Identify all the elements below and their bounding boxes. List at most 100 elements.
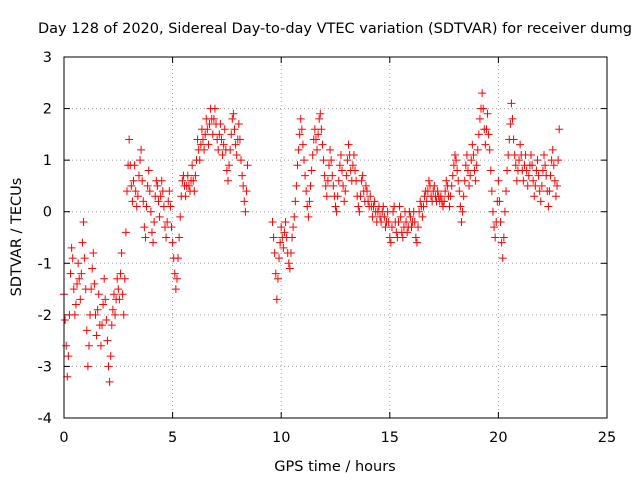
data-point (461, 161, 470, 170)
data-point (412, 238, 421, 247)
data-point (286, 248, 295, 257)
data-point (507, 99, 516, 108)
data-point (164, 197, 173, 206)
data-point (348, 161, 357, 170)
data-point (178, 176, 187, 185)
data-point (296, 114, 305, 123)
data-point (190, 187, 199, 196)
data-point (227, 130, 236, 139)
data-point (487, 187, 496, 196)
data-point (394, 218, 403, 227)
data-point (175, 233, 184, 242)
data-point (303, 202, 312, 211)
data-point (537, 181, 546, 190)
data-point (98, 321, 107, 330)
data-point (74, 259, 83, 268)
data-point (530, 192, 539, 201)
data-point (329, 181, 338, 190)
y-axis-label: SDTVAR / TECUs (9, 178, 25, 297)
data-point (553, 181, 562, 190)
data-point (497, 238, 506, 247)
data-point (544, 202, 553, 211)
data-point (499, 233, 508, 242)
data-point (139, 197, 148, 206)
data-point (436, 192, 445, 201)
data-point (551, 192, 560, 201)
data-point (468, 140, 477, 149)
data-point (226, 145, 235, 154)
data-point (114, 285, 123, 294)
data-point (156, 192, 165, 201)
data-point (174, 254, 183, 263)
data-point (386, 238, 395, 247)
data-point (362, 187, 371, 196)
data-point (541, 161, 550, 170)
data-point (453, 166, 462, 175)
data-point (398, 233, 407, 242)
data-point (354, 202, 363, 211)
data-point (200, 145, 209, 154)
data-point (486, 166, 495, 175)
data-point (307, 166, 316, 175)
data-point (191, 171, 200, 180)
data-point (292, 181, 301, 190)
data-point (366, 192, 375, 201)
data-point (172, 274, 181, 283)
data-point (284, 259, 293, 268)
data-point (389, 207, 398, 216)
data-point (328, 171, 337, 180)
data-point (150, 218, 159, 227)
data-point (340, 197, 349, 206)
data-point (155, 212, 164, 221)
data-point (333, 192, 342, 201)
data-point (305, 197, 314, 206)
data-point (332, 207, 341, 216)
data-point (317, 125, 326, 134)
data-point (450, 150, 459, 159)
data-point (157, 176, 166, 185)
data-point (488, 207, 497, 216)
x-tick-label: 25 (598, 430, 616, 446)
data-point (220, 125, 229, 134)
x-tick-label: 15 (381, 430, 399, 446)
data-point (449, 161, 458, 170)
data-point (335, 161, 344, 170)
data-point (357, 176, 366, 185)
data-point (273, 274, 282, 283)
data-point (473, 145, 482, 154)
data-point (167, 223, 176, 232)
data-point (508, 114, 517, 123)
data-point (322, 192, 331, 201)
data-point (465, 181, 474, 190)
data-point (183, 171, 192, 180)
data-point (456, 202, 465, 211)
data-point (306, 181, 315, 190)
data-point (61, 316, 70, 325)
data-point (165, 187, 174, 196)
data-point (320, 171, 329, 180)
data-point (162, 233, 171, 242)
data-point (446, 192, 455, 201)
y-tick-label: 2 (43, 102, 52, 118)
data-point (285, 264, 294, 273)
data-point (300, 156, 309, 165)
data-point (349, 150, 358, 159)
data-point (321, 181, 330, 190)
data-point (469, 150, 478, 159)
data-point (554, 156, 563, 165)
x-tick-label: 0 (59, 430, 68, 446)
data-point (546, 171, 555, 180)
data-point (549, 161, 558, 170)
data-point (279, 243, 288, 252)
data-point (66, 269, 75, 278)
data-point (344, 140, 353, 149)
data-point (379, 202, 388, 211)
data-point (149, 238, 158, 247)
data-point (445, 202, 454, 211)
data-point (316, 109, 325, 118)
data-point (176, 212, 185, 221)
data-point (490, 223, 499, 232)
data-point (170, 269, 179, 278)
data-point (482, 125, 491, 134)
data-point (355, 207, 364, 216)
